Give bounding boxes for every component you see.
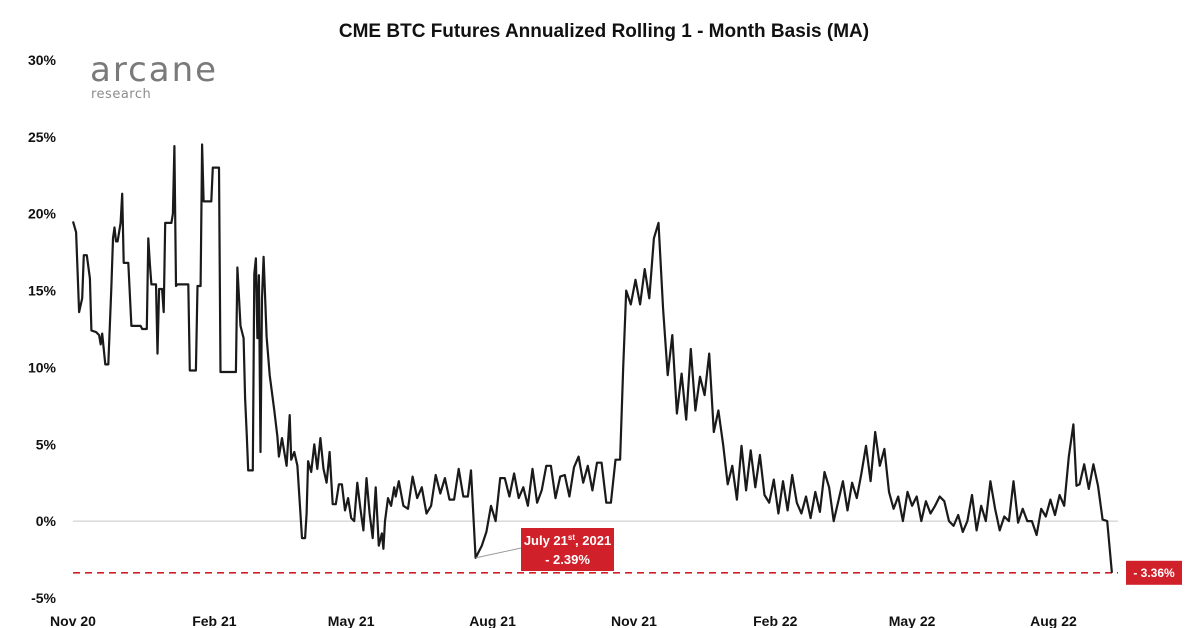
y-tick-label: 20% — [28, 206, 57, 222]
x-tick-label: Aug 22 — [1030, 613, 1077, 628]
brand-name: arcane — [90, 50, 218, 90]
y-tick-label: 15% — [28, 283, 57, 299]
x-axis: Nov 20 Feb 21 May 21 Aug 21 Nov 21 Feb 22 May … — [50, 613, 1077, 628]
x-tick-label: Feb 22 — [753, 613, 798, 628]
series-line — [71, 143, 1113, 573]
y-tick-label: 25% — [28, 129, 57, 145]
x-tick-label: Aug 21 — [469, 613, 516, 628]
y-tick-label: -5% — [31, 590, 56, 606]
y-tick-label: 30% — [28, 52, 57, 68]
annotation-date: July 21st, 2021 — [524, 533, 611, 548]
annotation-date-main: July 21 — [524, 533, 568, 548]
end-value-badge: - 3.36% — [1126, 560, 1182, 585]
annotation-leader — [475, 547, 522, 559]
x-tick-label: Nov 21 — [611, 613, 657, 628]
end-value-label: - 3.36% — [1133, 566, 1175, 580]
chart-title: CME BTC Futures Annualized Rolling 1 - M… — [339, 21, 869, 42]
annotation-box — [521, 528, 614, 571]
annotation-date-year: , 2021 — [575, 533, 611, 548]
annotation-value: - 2.39% — [545, 552, 590, 567]
y-tick-label: 5% — [36, 436, 57, 452]
y-axis: -5% 0% 5% 10% 15% 20% 25% 30% — [28, 52, 57, 606]
x-tick-label: Feb 21 — [192, 613, 237, 628]
annotation-callout: July 21st, 2021 - 2.39% — [475, 528, 614, 571]
brand-logo: arcane research — [90, 50, 218, 102]
x-tick-label: May 22 — [889, 613, 936, 628]
brand-subtitle: research — [91, 87, 151, 102]
end-value-box — [1126, 560, 1182, 585]
y-tick-label: 10% — [28, 359, 57, 375]
x-tick-label: May 21 — [328, 613, 375, 628]
annotation-date-suffix: st — [568, 533, 575, 542]
x-tick-label: Nov 20 — [50, 613, 96, 628]
y-tick-label: 0% — [36, 513, 57, 529]
